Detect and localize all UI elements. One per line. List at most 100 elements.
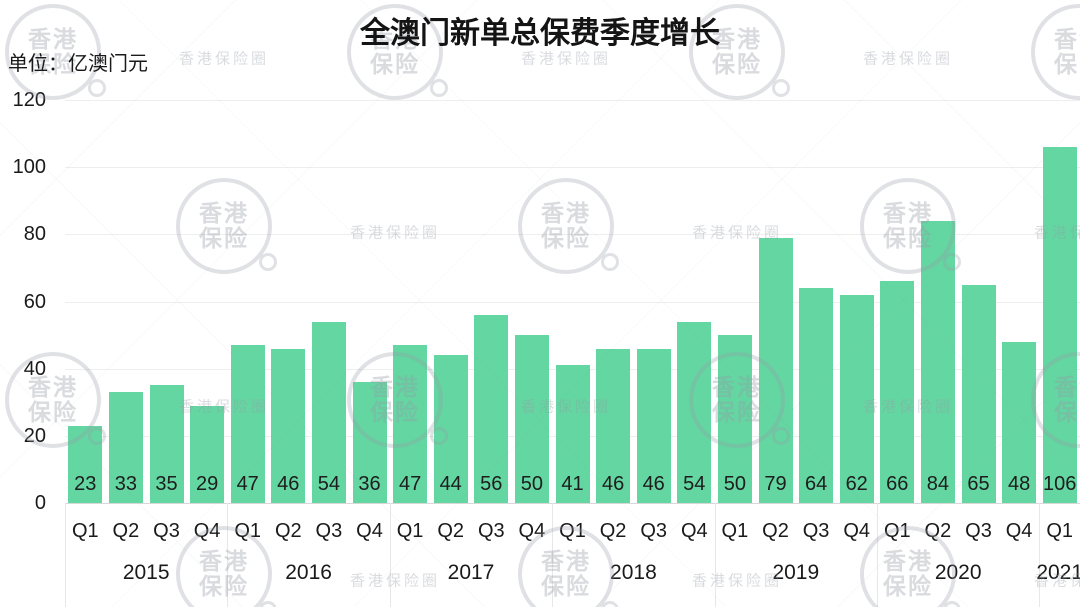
bar-value-label: 41 bbox=[561, 473, 584, 495]
bar: 33 bbox=[108, 392, 143, 503]
y-axis-tick-label: 60 bbox=[23, 291, 46, 313]
quarter-tick-label: Q3 bbox=[965, 520, 992, 542]
bar: 36 bbox=[352, 382, 387, 503]
bar: 47 bbox=[230, 345, 265, 503]
year-separator bbox=[1039, 503, 1041, 607]
bar: 56 bbox=[474, 315, 509, 503]
unit-label: 单位：亿澳门元 bbox=[8, 53, 148, 75]
quarter-tick-label: Q1 bbox=[1046, 520, 1074, 542]
bar-value-label: 46 bbox=[277, 473, 300, 495]
quarter-tick-label: Q4 bbox=[356, 520, 383, 542]
bar-value-label: 46 bbox=[642, 473, 665, 495]
y-axis-tick-label: 40 bbox=[23, 358, 46, 380]
bar: 23 bbox=[68, 426, 103, 503]
year-group-label: 2017 bbox=[447, 561, 495, 584]
quarter-tick-label: Q2 bbox=[437, 520, 465, 542]
y-axis-tick-label: 120 bbox=[12, 89, 46, 111]
bar: 29 bbox=[190, 406, 225, 503]
bar-value-label: 48 bbox=[1007, 473, 1031, 495]
year-group-label: 2019 bbox=[772, 561, 820, 584]
quarter-tick-label: Q1 bbox=[71, 520, 99, 542]
year-group-label: 2020 bbox=[934, 561, 982, 584]
bar: 79 bbox=[758, 238, 793, 503]
bar: 44 bbox=[433, 355, 468, 503]
bar-value-label: 54 bbox=[317, 473, 341, 495]
y-axis-tick-label: 100 bbox=[12, 156, 46, 178]
quarter-tick-label: Q2 bbox=[112, 520, 140, 542]
year-group-label: 2021 bbox=[1036, 561, 1080, 584]
y-axis-tick-label: 80 bbox=[23, 223, 46, 245]
bar-value-label: 23 bbox=[74, 473, 97, 495]
bar-value-label: 47 bbox=[398, 473, 422, 495]
quarter-tick-label: Q4 bbox=[843, 520, 871, 542]
bar: 64 bbox=[799, 288, 834, 503]
bar-value-label: 54 bbox=[683, 473, 706, 495]
bar-value-label: 84 bbox=[926, 473, 950, 495]
quarter-tick-label: Q2 bbox=[274, 520, 302, 542]
bar-value-label: 66 bbox=[886, 473, 909, 495]
year-group-label: 2015 bbox=[122, 561, 170, 584]
gridline bbox=[65, 302, 1080, 303]
bar-value-label: 64 bbox=[804, 473, 828, 495]
bar-value-label: 29 bbox=[195, 473, 219, 495]
bar: 48 bbox=[1002, 342, 1037, 503]
bar: 35 bbox=[149, 385, 184, 503]
bar: 84 bbox=[920, 221, 955, 503]
bar-value-label: 56 bbox=[480, 473, 503, 495]
quarter-tick-label: Q1 bbox=[883, 520, 911, 542]
bar-value-label: 33 bbox=[114, 473, 138, 495]
bar-value-label: 46 bbox=[601, 473, 625, 495]
year-separator bbox=[552, 503, 554, 607]
year-separator bbox=[227, 503, 229, 607]
bar: 106 bbox=[1042, 147, 1077, 503]
bar-value-label: 50 bbox=[520, 473, 544, 495]
quarter-tick-label: Q3 bbox=[640, 520, 668, 542]
bar-value-label: 36 bbox=[358, 473, 381, 495]
bar: 47 bbox=[393, 345, 428, 503]
bar: 46 bbox=[636, 349, 671, 503]
bar-value-label: 50 bbox=[723, 473, 747, 495]
quarter-tick-label: Q2 bbox=[599, 520, 627, 542]
quarter-tick-label: Q3 bbox=[477, 520, 505, 542]
bar: 62 bbox=[839, 295, 874, 503]
bar: 50 bbox=[514, 335, 549, 503]
bar-value-label: 47 bbox=[236, 473, 259, 495]
bar: 66 bbox=[880, 281, 915, 503]
quarter-tick-label: Q1 bbox=[396, 520, 424, 542]
x-axis-line bbox=[65, 503, 1080, 504]
year-group-label: 2016 bbox=[285, 561, 332, 584]
bar-value-label: 106 bbox=[1043, 473, 1077, 495]
bar: 41 bbox=[555, 365, 590, 503]
bar-value-label: 79 bbox=[764, 473, 787, 495]
quarter-tick-label: Q4 bbox=[518, 520, 546, 542]
quarter-tick-label: Q1 bbox=[234, 520, 262, 542]
quarter-tick-label: Q2 bbox=[762, 520, 789, 542]
y-axis-tick-label: 20 bbox=[23, 425, 46, 447]
bar-value-label: 62 bbox=[845, 473, 868, 495]
bar-value-label: 35 bbox=[155, 473, 178, 495]
gridline bbox=[65, 234, 1080, 235]
y-axis-tick-label: 0 bbox=[34, 492, 46, 514]
quarter-tick-label: Q1 bbox=[559, 520, 586, 542]
chart-title: 全澳门新单总保费季度增长 bbox=[360, 17, 720, 50]
quarter-tick-label: Q2 bbox=[924, 520, 952, 542]
year-separator bbox=[877, 503, 878, 607]
quarter-tick-label: Q3 bbox=[802, 520, 830, 542]
quarter-tick-label: Q1 bbox=[721, 520, 749, 542]
bar: 46 bbox=[271, 349, 306, 503]
quarter-tick-label: Q4 bbox=[680, 520, 708, 542]
quarter-tick-label: Q4 bbox=[1005, 520, 1033, 542]
bar: 65 bbox=[961, 285, 996, 503]
bar-value-label: 65 bbox=[967, 473, 990, 495]
year-separator bbox=[389, 503, 391, 607]
gridline bbox=[65, 100, 1080, 101]
bar: 54 bbox=[311, 322, 346, 503]
bar-value-label: 44 bbox=[439, 473, 462, 495]
quarter-tick-label: Q4 bbox=[193, 520, 221, 542]
year-separator bbox=[714, 503, 716, 607]
bar: 54 bbox=[677, 322, 712, 503]
year-separator bbox=[65, 503, 66, 607]
bar: 50 bbox=[717, 335, 752, 503]
